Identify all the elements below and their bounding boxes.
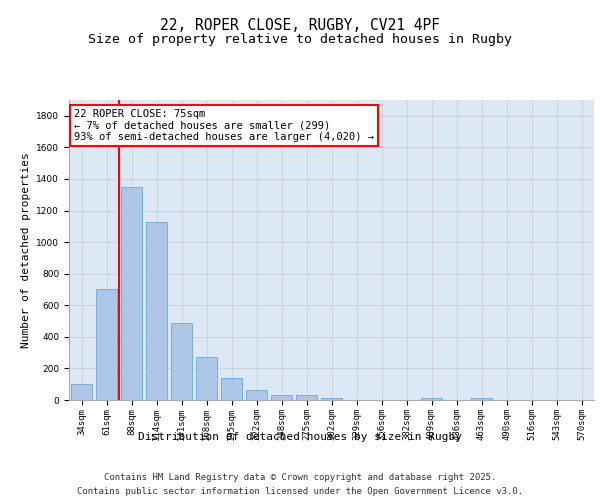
Bar — [321, 398, 342, 400]
Text: Size of property relative to detached houses in Rugby: Size of property relative to detached ho… — [88, 32, 512, 46]
Y-axis label: Number of detached properties: Number of detached properties — [21, 152, 31, 348]
Bar — [271, 396, 292, 400]
Bar — [96, 290, 117, 400]
Text: Distribution of detached houses by size in Rugby: Distribution of detached houses by size … — [138, 432, 462, 442]
Bar — [296, 396, 317, 400]
Text: Contains public sector information licensed under the Open Government Licence v3: Contains public sector information licen… — [77, 488, 523, 496]
Bar — [146, 222, 167, 400]
Bar — [471, 398, 492, 400]
Bar — [71, 384, 92, 400]
Text: Contains HM Land Registry data © Crown copyright and database right 2025.: Contains HM Land Registry data © Crown c… — [104, 472, 496, 482]
Text: 22, ROPER CLOSE, RUGBY, CV21 4PF: 22, ROPER CLOSE, RUGBY, CV21 4PF — [160, 18, 440, 32]
Bar — [171, 322, 192, 400]
Bar — [421, 398, 442, 400]
Bar — [196, 356, 217, 400]
Bar — [246, 390, 267, 400]
Bar — [121, 187, 142, 400]
Text: 22 ROPER CLOSE: 75sqm
← 7% of detached houses are smaller (299)
93% of semi-deta: 22 ROPER CLOSE: 75sqm ← 7% of detached h… — [74, 109, 374, 142]
Bar — [221, 378, 242, 400]
